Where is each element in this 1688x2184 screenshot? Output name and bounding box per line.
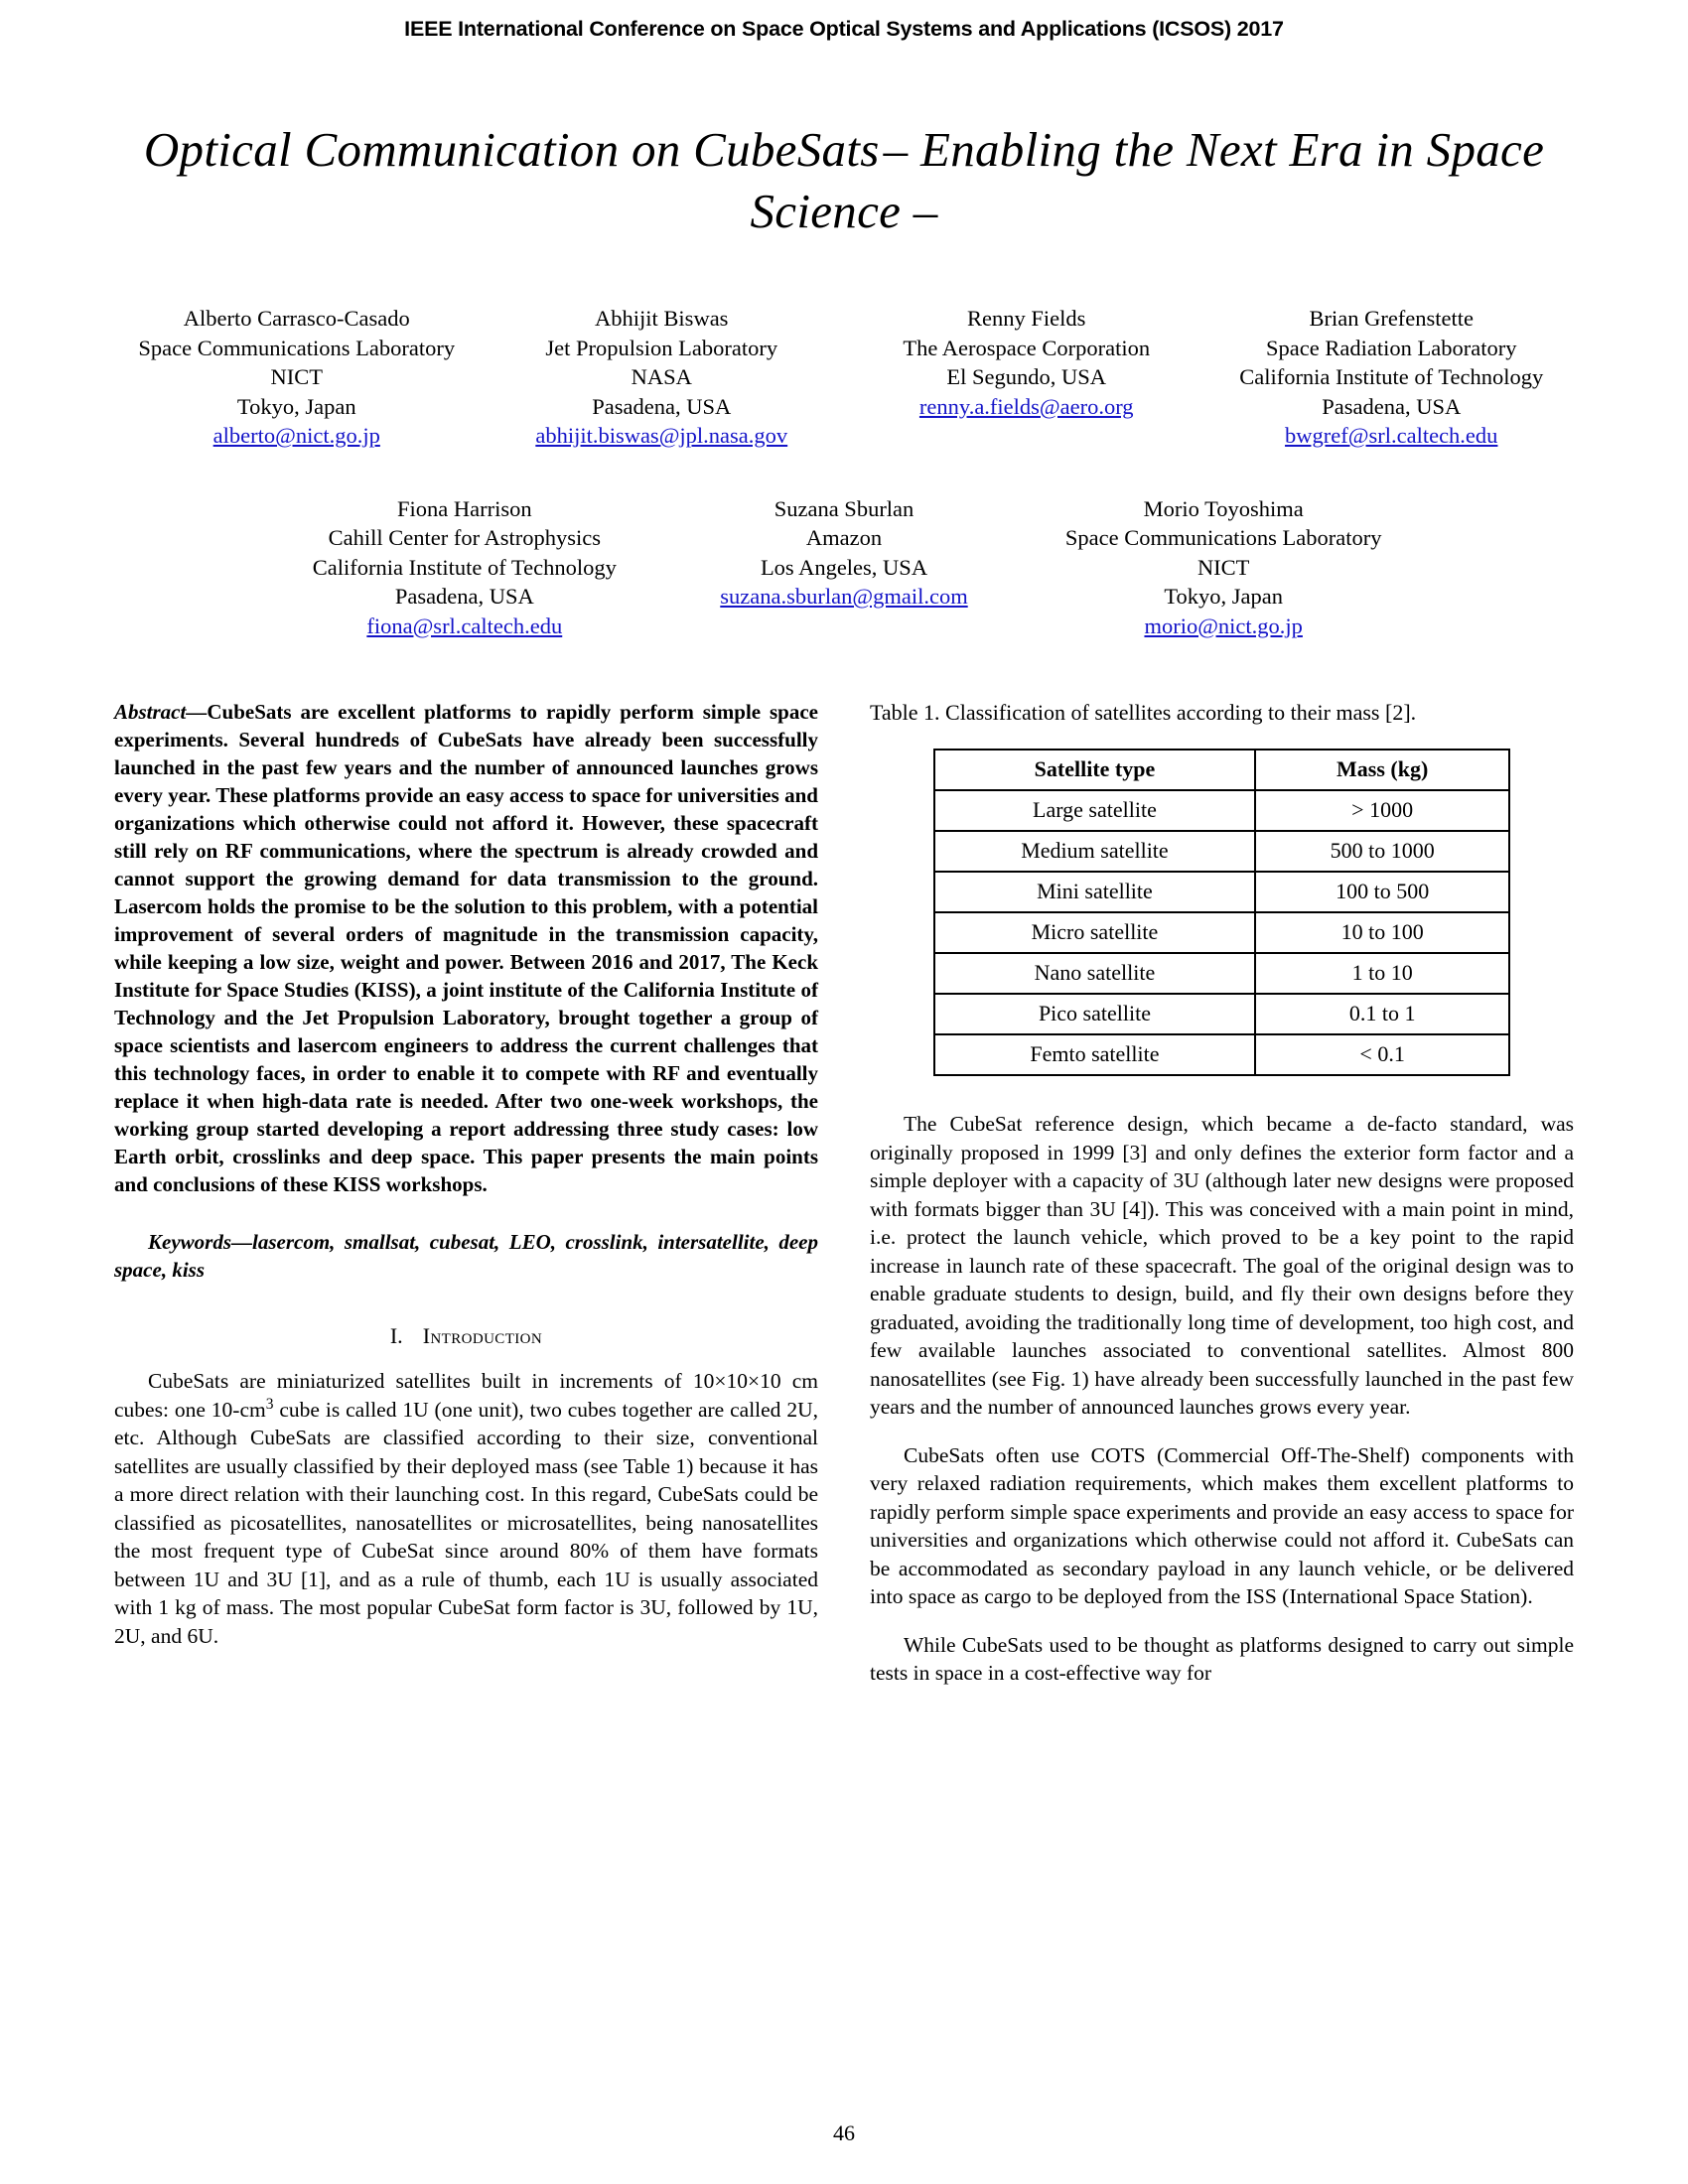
abstract-paragraph: Abstract—CubeSats are excellent platform… <box>114 698 818 1198</box>
table-row: Mini satellite 100 to 500 <box>932 871 1511 913</box>
author-email-link[interactable]: abhijit.biswas@jpl.nasa.gov <box>535 423 788 448</box>
abstract-label: Abstract— <box>114 700 208 724</box>
right-paragraph-2: CubeSats often use COTS (Commercial Off-… <box>870 1442 1574 1609</box>
author-email-link[interactable]: suzana.sburlan@gmail.com <box>720 584 968 609</box>
page-number: 46 <box>833 2120 855 2145</box>
author-name: Morio Toyoshima <box>1143 495 1304 521</box>
table-row: Large satellite > 1000 <box>932 789 1511 832</box>
title-line-2: – Enabling the Next Era in Space Science… <box>750 122 1545 238</box>
table-cell-type: Mini satellite <box>932 871 1257 913</box>
keywords-paragraph: Keywords—lasercom, smallsat, cubesat, LE… <box>114 1230 818 1282</box>
author-row-1: Alberto Carrasco-Casado Space Communicat… <box>114 304 1574 451</box>
author-org: Los Angeles, USA <box>760 554 928 580</box>
author-org: NICT <box>270 364 324 389</box>
table-cell-mass: 1 to 10 <box>1254 952 1511 995</box>
table-cell-mass: 500 to 1000 <box>1254 830 1511 873</box>
table-header-row: Satellite type Mass (kg) <box>932 749 1511 791</box>
table-row: Medium satellite 500 to 1000 <box>932 830 1511 873</box>
right-paragraph-3: While CubeSats used to be thought as pla… <box>870 1632 1574 1686</box>
title-line-1: Optical Communication on CubeSats <box>143 122 880 177</box>
body-columns: Abstract—CubeSats are excellent platform… <box>114 698 1574 1688</box>
author-org: California Institute of Technology <box>312 554 617 580</box>
table-row: Femto satellite < 0.1 <box>932 1033 1511 1076</box>
author-org: El Segundo, USA <box>946 364 1107 389</box>
author-dept: Amazon <box>805 525 883 550</box>
author-name: Suzana Sburlan <box>774 495 914 521</box>
intro-paragraph-1: CubeSats are miniaturized satellites bui… <box>114 1367 818 1650</box>
table-cell-type: Large satellite <box>932 789 1257 832</box>
intro-text-part2: cube is called 1U (one unit), two cubes … <box>114 1397 819 1648</box>
intro-superscript: 3 <box>265 1395 274 1413</box>
author-email-link[interactable]: renny.a.fields@aero.org <box>918 393 1134 419</box>
author-email-link[interactable]: fiona@srl.caltech.edu <box>366 613 563 638</box>
author-location: Pasadena, USA <box>592 393 732 419</box>
section-numeral: I. <box>389 1323 403 1348</box>
satellite-classification-table: Satellite type Mass (kg) Large satellite… <box>932 749 1511 1076</box>
author-name: Alberto Carrasco-Casado <box>183 306 410 331</box>
author-name: Fiona Harrison <box>397 495 532 521</box>
author-block: Renny Fields The Aerospace Corporation E… <box>844 304 1209 451</box>
author-dept: Space Communications Laboratory <box>138 335 456 360</box>
table-cell-mass: 10 to 100 <box>1254 911 1511 954</box>
author-block: Morio Toyoshima Space Communications Lab… <box>1034 494 1413 641</box>
author-block: Abhijit Biswas Jet Propulsion Laboratory… <box>480 304 845 451</box>
author-name: Renny Fields <box>967 306 1086 331</box>
table-cell-type: Micro satellite <box>932 911 1257 954</box>
section-title: Introduction <box>422 1323 543 1348</box>
author-email-link[interactable]: bwgref@srl.caltech.edu <box>1285 423 1498 448</box>
paper-title: Optical Communication on CubeSats – Enab… <box>114 119 1574 242</box>
table-row: Pico satellite 0.1 to 1 <box>932 993 1511 1035</box>
table-cell-mass: 100 to 500 <box>1254 871 1511 913</box>
author-location: Tokyo, Japan <box>236 393 356 419</box>
author-dept: The Aerospace Corporation <box>903 335 1151 360</box>
author-location: Pasadena, USA <box>1322 393 1462 419</box>
table-cell-type: Femto satellite <box>932 1033 1257 1076</box>
conference-header: IEEE International Conference on Space O… <box>404 17 1284 41</box>
table-cell-type: Pico satellite <box>932 993 1257 1035</box>
author-dept: Space Radiation Laboratory <box>1266 335 1517 360</box>
table-row: Nano satellite 1 to 10 <box>932 952 1511 995</box>
author-email-link[interactable]: morio@nict.go.jp <box>1144 613 1303 638</box>
table-cell-mass: > 1000 <box>1254 789 1511 832</box>
author-email-link[interactable]: alberto@nict.go.jp <box>212 423 380 448</box>
author-org: NICT <box>1196 554 1250 580</box>
author-dept: Jet Propulsion Laboratory <box>545 335 778 360</box>
abstract-body: CubeSats are excellent platforms to rapi… <box>114 700 818 1196</box>
author-name: Abhijit Biswas <box>595 306 729 331</box>
author-org: NASA <box>631 364 692 389</box>
intro-text-part1: CubeSats are miniaturized satellites bui… <box>114 1369 818 1422</box>
table-cell-type: Nano satellite <box>932 952 1257 995</box>
author-block: Alberto Carrasco-Casado Space Communicat… <box>114 304 480 451</box>
section-heading-introduction: I. Introduction <box>114 1323 818 1349</box>
table-cell-mass: < 0.1 <box>1254 1033 1511 1076</box>
author-location: Pasadena, USA <box>394 584 534 609</box>
author-block: Fiona Harrison Cahill Center for Astroph… <box>275 494 654 641</box>
author-block: Suzana Sburlan Amazon Los Angeles, USA s… <box>654 494 1034 641</box>
author-org: California Institute of Technology <box>1239 364 1544 389</box>
table-caption: Table 1. Classification of satellites ac… <box>870 700 1417 725</box>
author-name: Brian Grefenstette <box>1309 306 1475 331</box>
table-column-header: Satellite type <box>932 749 1257 791</box>
author-location: Tokyo, Japan <box>1164 584 1284 609</box>
author-block: Brian Grefenstette Space Radiation Labor… <box>1209 304 1575 451</box>
right-paragraph-1: The CubeSat reference design, which beca… <box>870 1112 1574 1419</box>
table-row: Micro satellite 10 to 100 <box>932 911 1511 954</box>
table-column-header: Mass (kg) <box>1254 749 1511 791</box>
author-dept: Space Communications Laboratory <box>1064 525 1382 550</box>
table-cell-type: Medium satellite <box>932 830 1257 873</box>
right-column: Table 1. Classification of satellites ac… <box>870 698 1574 1688</box>
author-row-2: Fiona Harrison Cahill Center for Astroph… <box>114 494 1574 641</box>
left-column: Abstract—CubeSats are excellent platform… <box>114 698 818 1688</box>
table-cell-mass: 0.1 to 1 <box>1254 993 1511 1035</box>
author-dept: Cahill Center for Astrophysics <box>328 525 601 550</box>
